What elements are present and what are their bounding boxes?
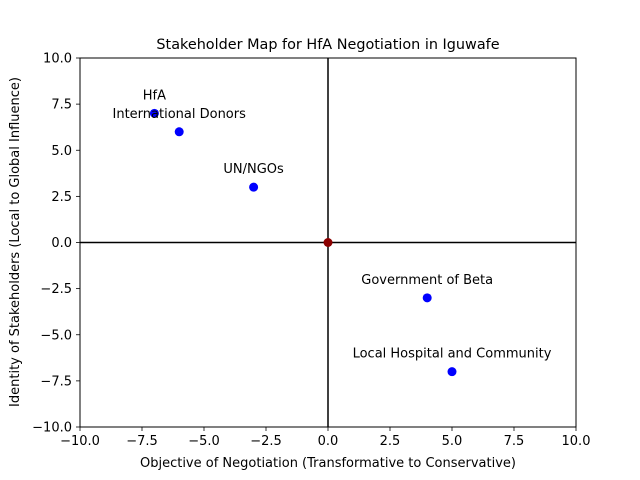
data-point-label: Local Hospital and Community xyxy=(353,347,552,362)
data-point xyxy=(422,293,432,303)
y-axis-label: Identity of Stakeholders (Local to Globa… xyxy=(8,77,23,407)
data-point xyxy=(249,182,259,192)
y-tick-label: 10.0 xyxy=(43,52,72,67)
y-tick-label: −2.5 xyxy=(40,282,72,297)
data-point-label: HfA xyxy=(143,88,166,103)
axes-frame xyxy=(79,57,577,428)
x-tick-label: −2.5 xyxy=(250,434,282,449)
x-tick-label: 2.5 xyxy=(380,434,401,449)
data-point xyxy=(174,127,184,137)
origin-point xyxy=(323,238,333,247)
data-point-label: Government of Beta xyxy=(361,273,493,288)
x-tick-label: −10.0 xyxy=(60,434,100,449)
x-tick-label: −7.5 xyxy=(126,434,158,449)
x-tick-label: 0.0 xyxy=(318,434,339,449)
chart-title: Stakeholder Map for HfA Negotiation in I… xyxy=(156,37,499,53)
data-point xyxy=(447,367,457,377)
y-tick-label: 7.5 xyxy=(51,98,72,113)
y-tick-label: −10.0 xyxy=(32,421,72,436)
x-tick-label: 5.0 xyxy=(442,434,463,449)
data-point-label: UN/NGOs xyxy=(223,162,284,177)
plot-area: −10.0 −7.5 −5.0 −2.5 0.0 2.5 5.0 7.5 10.0 −10.0 −7… xyxy=(32,52,590,450)
y-tick-label: −5.0 xyxy=(40,328,72,343)
data-point xyxy=(149,108,159,118)
y-tick-label: 2.5 xyxy=(51,190,72,205)
y-tick-label: 5.0 xyxy=(51,144,72,159)
x-tick-label: 7.5 xyxy=(504,434,525,449)
y-tick-label: −7.5 xyxy=(40,374,72,389)
x-axis-label: Objective of Negotiation (Transformative… xyxy=(140,456,516,471)
y-tick-label: 0.0 xyxy=(51,236,72,251)
x-tick-label: 10.0 xyxy=(562,434,591,449)
data-point-label: International Donors xyxy=(113,107,247,122)
x-tick-label: −5.0 xyxy=(188,434,220,449)
